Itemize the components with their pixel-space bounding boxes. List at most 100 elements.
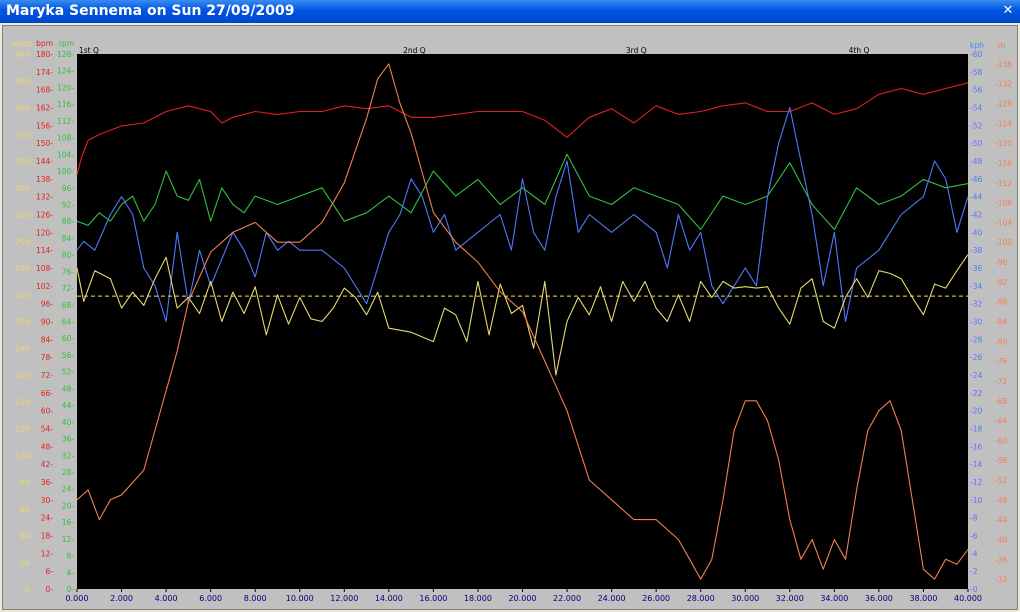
- kph-tick-label: -42: [970, 211, 982, 220]
- bpm-series-line: [76, 82, 969, 175]
- kph-tick-label: -26: [970, 353, 982, 362]
- rpm-tick-label: 16-: [62, 518, 75, 527]
- quarter-label: 1st Q: [79, 46, 99, 55]
- rpm-tick-label: 108-: [57, 134, 74, 143]
- rpm-tick-label: 24-: [62, 485, 75, 494]
- watts-tick-label: 400-: [15, 50, 32, 59]
- rpm-tick-label: 80-: [62, 251, 75, 260]
- plot-area: [77, 54, 968, 589]
- x-tick-label: 24.000: [598, 594, 626, 603]
- bpm-tick-label: 126-: [36, 211, 53, 220]
- rpm-series-line: [76, 153, 969, 231]
- watts-tick-label: 140-: [15, 398, 32, 407]
- watts-tick-label: 160-: [15, 371, 32, 380]
- bpm-tick-label: 6-: [46, 567, 54, 576]
- watts-tick-label: 100-: [15, 451, 32, 460]
- kph-tick-label: -0: [970, 585, 978, 594]
- bpm-tick-label: 36-: [41, 478, 54, 487]
- rpm-tick-label: 92-: [62, 200, 75, 209]
- rpm-tick-label: 56-: [62, 351, 75, 360]
- rpm-tick-label: 120-: [57, 83, 74, 92]
- watts-tick-label: 20-: [20, 558, 33, 567]
- watts-tick-label: 220-: [15, 291, 32, 300]
- kph-tick-label: -10: [970, 496, 982, 505]
- x-tick-label: 34.000: [820, 594, 848, 603]
- watts-tick-label: 280-: [15, 211, 32, 220]
- m-tick-label: -36: [995, 555, 1007, 564]
- bpm-tick-label: 42-: [41, 460, 54, 469]
- m-tick-label: -104: [995, 218, 1012, 227]
- chart-frame: 0- 20- 40- 60- 80- 100- 120- 140- 160- 180- 200- 22…: [2, 25, 1018, 610]
- x-tick-label: 0.000: [66, 594, 89, 603]
- x-tick-label: 12.000: [330, 594, 358, 603]
- watts-tick-label: 240-: [15, 264, 32, 273]
- rpm-tick-label: 36-: [62, 435, 75, 444]
- kph-tick-label: -8: [970, 514, 978, 523]
- kph-tick-label: -18: [970, 425, 982, 434]
- kph-tick-label: -22: [970, 389, 982, 398]
- bpm-tick-label: 144-: [36, 157, 53, 166]
- x-tick-label: 32.000: [776, 594, 804, 603]
- watts-tick-label: 60-: [20, 505, 33, 514]
- x-tick-label: 14.000: [375, 594, 403, 603]
- rpm-tick-label: 60-: [62, 334, 75, 343]
- kph-tick-label: -24: [970, 371, 982, 380]
- m-tick-label: -84: [995, 318, 1007, 327]
- watts-tick-label: 40-: [20, 532, 33, 541]
- bpm-tick-label: 54-: [41, 425, 54, 434]
- m-tick-label: -68: [995, 397, 1007, 406]
- m-tick-label: -56: [995, 456, 1007, 465]
- watts-tick-label: 120-: [15, 425, 32, 434]
- m-tick-label: -100: [995, 238, 1012, 247]
- kph-series-line: [76, 106, 969, 323]
- bpm-tick-label: 132-: [36, 193, 53, 202]
- bpm-tick-label: 60-: [41, 407, 54, 416]
- m-tick-label: -132: [995, 80, 1012, 89]
- rpm-axis-label: rpm: [59, 39, 74, 48]
- close-icon[interactable]: ✕: [1002, 3, 1014, 18]
- kph-tick-label: -4: [970, 549, 978, 558]
- m-tick-label: -120: [995, 139, 1012, 148]
- kph-tick-label: -60: [970, 50, 982, 59]
- kph-tick-label: -20: [970, 407, 982, 416]
- rpm-tick-label: 72-: [62, 284, 75, 293]
- quarter-label: 3rd Q: [626, 46, 647, 55]
- watts-series-line: [76, 254, 969, 376]
- bpm-tick-label: 90-: [41, 318, 54, 327]
- watts-tick-label: 180-: [15, 344, 32, 353]
- watts-tick-label: 300-: [15, 184, 32, 193]
- m-tick-label: -64: [995, 417, 1007, 426]
- x-tick-label: 16.000: [419, 594, 447, 603]
- ride-chart[interactable]: 0- 20- 40- 60- 80- 100- 120- 140- 160- 180- 200- 22…: [3, 26, 1017, 609]
- rpm-tick-label: 4-: [67, 568, 75, 577]
- bpm-tick-label: 96-: [41, 300, 54, 309]
- kph-tick-label: -34: [970, 282, 982, 291]
- kph-tick-label: -44: [970, 193, 982, 202]
- x-tick-label: 18.000: [464, 594, 492, 603]
- watts-tick-label: 200-: [15, 318, 32, 327]
- x-tick-label: 30.000: [731, 594, 759, 603]
- kph-tick-label: -52: [970, 121, 982, 130]
- watts-tick-label: 360-: [15, 104, 32, 113]
- kph-tick-label: -28: [970, 335, 982, 344]
- kph-axis-label: kph: [970, 41, 984, 50]
- rpm-tick-label: 84-: [62, 234, 75, 243]
- kph-tick-label: -48: [970, 157, 982, 166]
- bpm-tick-label: 150-: [36, 139, 53, 148]
- x-tick-label: 4.000: [155, 594, 178, 603]
- rpm-tick-label: 20-: [62, 501, 75, 510]
- x-tick-label: 22.000: [553, 594, 581, 603]
- bpm-axis-label: bpm: [36, 39, 53, 48]
- bpm-tick-label: 114-: [36, 246, 53, 255]
- bpm-tick-label: 66-: [41, 389, 54, 398]
- bpm-tick-label: 156-: [36, 121, 53, 130]
- kph-tick-label: -14: [970, 460, 982, 469]
- m-tick-label: -80: [995, 337, 1007, 346]
- m-tick-label: -128: [995, 100, 1012, 109]
- x-tick-label: 2.000: [110, 594, 133, 603]
- bpm-tick-label: 18-: [41, 532, 54, 541]
- kph-tick-label: -38: [970, 246, 982, 255]
- kph-tick-label: -40: [970, 228, 982, 237]
- rpm-tick-label: 76-: [62, 267, 75, 276]
- rpm-tick-label: 40-: [62, 418, 75, 427]
